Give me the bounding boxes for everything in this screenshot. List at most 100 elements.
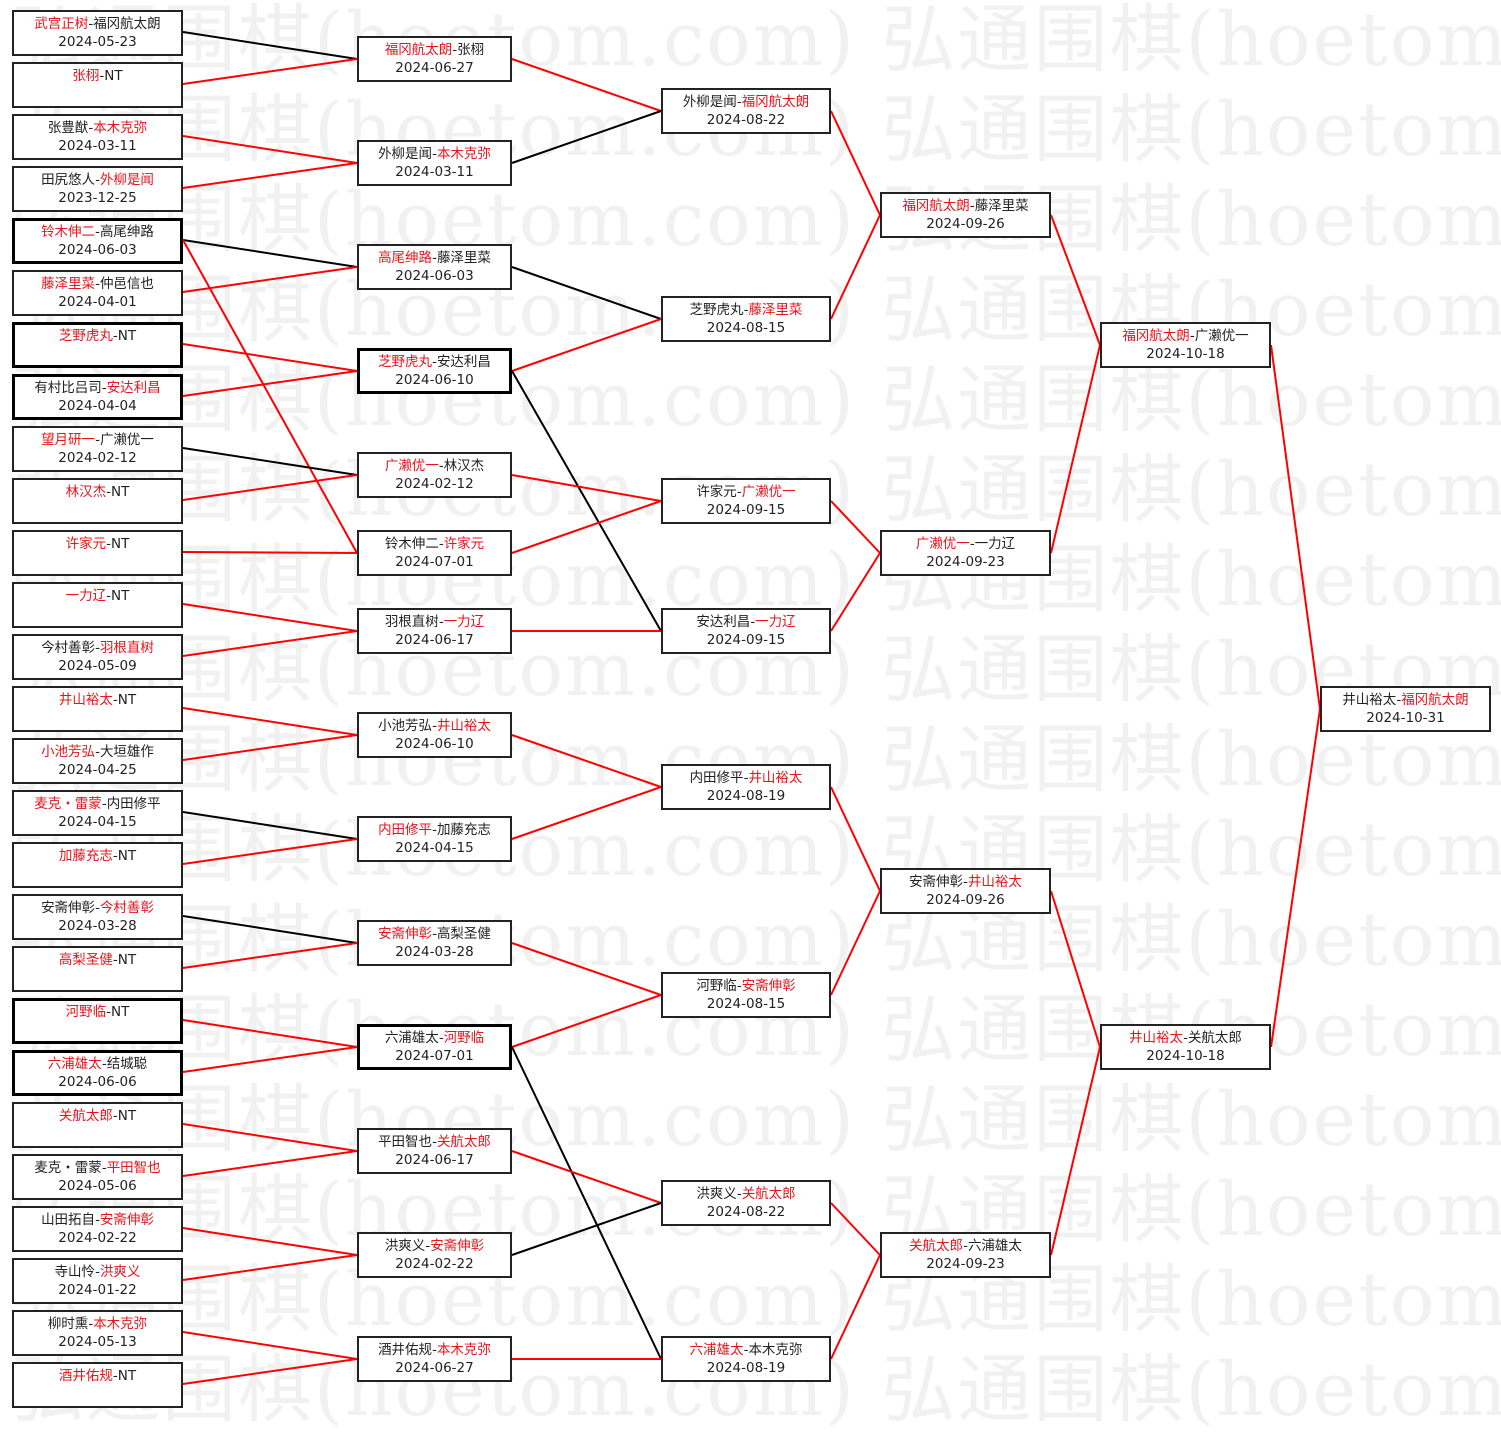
match-box[interactable]: 麦克・雷蒙-内田修平 2024-04-15 xyxy=(12,790,183,836)
match-box[interactable]: 安斋伸彰-高梨圣健 2024-03-28 xyxy=(357,920,512,966)
match-box[interactable]: 芝野虎丸-藤泽里菜 2024-08-15 xyxy=(661,296,831,342)
player-name-winner: 外柳是闻 xyxy=(99,172,154,188)
match-box[interactable]: 广濑优一-林汉杰 2024-02-12 xyxy=(357,452,512,498)
match-box[interactable]: 望月研一-广濑优一 2024-02-12 xyxy=(12,426,183,472)
match-box[interactable]: 张栩-NT xyxy=(12,62,183,108)
match-box[interactable]: 田尻悠人-外柳是闻 2023-12-25 xyxy=(12,166,183,212)
match-date: 2024-02-22 xyxy=(58,1230,137,1246)
separator: - xyxy=(101,796,107,812)
match-box[interactable]: 酒井佑规-NT xyxy=(12,1362,183,1408)
match-box[interactable]: 许家元-NT xyxy=(12,530,183,576)
match-box[interactable]: 小池芳弘-大垣雄作 2024-04-25 xyxy=(12,738,183,784)
player-name-winner: 望月研一 xyxy=(41,432,96,448)
match-box[interactable]: 洪爽义-安斋伸彰 2024-02-22 xyxy=(357,1232,512,1278)
player-name-winner: 高尾绅路 xyxy=(378,250,433,266)
match-box[interactable]: 平田智也-关航太郎 2024-06-17 xyxy=(357,1128,512,1174)
match-box[interactable]: 外柳是闻-福冈航太朗 2024-08-22 xyxy=(661,88,831,134)
match-box[interactable]: 福冈航太朗-广濑优一 2024-10-18 xyxy=(1100,322,1271,368)
bracket-link-red xyxy=(830,1254,881,1360)
player-name: 芝野虎丸 xyxy=(689,302,744,318)
player-name-winner: 河野临 xyxy=(443,1030,485,1046)
match-box[interactable]: 内田修平-加藤充志 2024-04-15 xyxy=(357,816,512,862)
match-box[interactable]: 芝野虎丸-安达利昌 2024-06-10 xyxy=(357,348,512,394)
match-box[interactable]: 山田拓自-安斋伸彰 2024-02-22 xyxy=(12,1206,183,1252)
match-players: 铃木伸二-许家元 xyxy=(359,535,510,553)
match-box[interactable]: 内田修平-井山裕太 2024-08-19 xyxy=(661,764,831,810)
match-box[interactable]: 藤泽里菜-仲邑信也 2024-04-01 xyxy=(12,270,183,316)
match-box[interactable]: 安斋伸彰-井山裕太 2024-09-26 xyxy=(880,868,1051,914)
match-box[interactable]: 有村比吕司-安达利昌 2024-04-04 xyxy=(12,374,183,420)
match-date: 2024-06-03 xyxy=(395,268,474,284)
bracket-link-red xyxy=(182,1150,358,1177)
match-box[interactable]: 安斋伸彰-今村善彰 2024-03-28 xyxy=(12,894,183,940)
separator: - xyxy=(736,978,742,994)
player-name: 今村善彰 xyxy=(41,640,96,656)
match-box[interactable]: 六浦雄太-本木克弥 2024-08-19 xyxy=(661,1336,831,1382)
match-box[interactable]: 一力辽-NT xyxy=(12,582,183,628)
match-box[interactable]: 芝野虎丸-NT xyxy=(12,322,183,368)
match-date: 2024-03-11 xyxy=(395,164,474,180)
player-name-winner: 安斋伸彰 xyxy=(430,1238,485,1254)
separator: - xyxy=(963,1238,968,1254)
separator: - xyxy=(452,42,458,58)
player-name: 藤泽里菜 xyxy=(436,250,491,266)
player-name-winner: 高梨圣健 xyxy=(58,952,113,968)
match-box[interactable]: 六浦雄太-河野临 2024-07-01 xyxy=(357,1024,512,1070)
player-name: 有村比吕司 xyxy=(34,380,102,396)
player-name-winner: 芝野虎丸 xyxy=(58,328,113,344)
match-box[interactable]: 小池芳弘-井山裕太 2024-06-10 xyxy=(357,712,512,758)
bracket-link-red xyxy=(511,474,662,502)
match-box[interactable]: 外柳是闻-本木克弥 2024-03-11 xyxy=(357,140,512,186)
match-date: 2024-10-18 xyxy=(1146,346,1225,362)
match-box[interactable]: 今村善彰-羽根直树 2024-05-09 xyxy=(12,634,183,680)
player-name: 外柳是闻 xyxy=(378,146,433,162)
match-box[interactable]: 洪爽义-关航太郎 2024-08-22 xyxy=(661,1180,831,1226)
match-box[interactable]: 安达利昌-一力辽 2024-09-15 xyxy=(661,608,831,654)
match-box[interactable]: 河野临-NT xyxy=(12,998,183,1044)
match-box[interactable]: 福冈航太朗-藤泽里菜 2024-09-26 xyxy=(880,192,1051,238)
match-box[interactable]: 铃木伸二-许家元 2024-07-01 xyxy=(357,530,512,576)
match-date: 2024-02-12 xyxy=(58,450,137,466)
bracket-link-red xyxy=(830,500,881,554)
match-date: 2024-05-23 xyxy=(58,34,137,50)
match-box[interactable]: 寺山怜-洪爽义 2024-01-22 xyxy=(12,1258,183,1304)
bracket-link-black xyxy=(182,447,358,476)
player-name: 福冈航太朗 xyxy=(93,16,161,32)
match-box[interactable]: 高梨圣健-NT xyxy=(12,946,183,992)
player-name-winner: 关航太郎 xyxy=(58,1108,113,1124)
match-players: 柳时熏-本木克弥 xyxy=(14,1315,181,1333)
match-box[interactable]: 河野临-安斋伸彰 2024-08-15 xyxy=(661,972,831,1018)
match-box[interactable]: 许家元-广濑优一 2024-09-15 xyxy=(661,478,831,524)
match-box[interactable]: 张豊猷-本木克弥 2024-03-11 xyxy=(12,114,183,160)
player-name: 铃木伸二 xyxy=(384,536,439,552)
player-name: 六浦雄太 xyxy=(967,1238,1022,1254)
match-box[interactable]: 麦克・雷蒙-平田智也 2024-05-06 xyxy=(12,1154,183,1200)
player-name-winner: 安斋伸彰 xyxy=(378,926,433,942)
match-box[interactable]: 关航太郎-NT xyxy=(12,1102,183,1148)
match-box[interactable]: 高尾绅路-藤泽里菜 2024-06-03 xyxy=(357,244,512,290)
match-box[interactable]: 关航太郎-六浦雄太 2024-09-23 xyxy=(880,1232,1051,1278)
match-box[interactable]: 六浦雄太-结城聪 2024-06-06 xyxy=(12,1050,183,1096)
match-box[interactable]: 酒井佑规-本木克弥 2024-06-27 xyxy=(357,1336,512,1382)
match-box[interactable]: 林汉杰-NT xyxy=(12,478,183,524)
match-box[interactable]: 福冈航太朗-张栩 2024-06-27 xyxy=(357,36,512,82)
bracket-link-red xyxy=(182,135,358,164)
match-box[interactable]: 武宫正树-福冈航太朗 2024-05-23 xyxy=(12,10,183,56)
match-box[interactable]: 井山裕太-关航太郎 2024-10-18 xyxy=(1100,1024,1271,1070)
player-name-winner: 麦克・雷蒙 xyxy=(34,796,102,812)
match-box[interactable]: 井山裕太-福冈航太朗 2024-10-31 xyxy=(1320,686,1491,732)
match-date: 2024-04-25 xyxy=(58,762,137,778)
bracket-link-black xyxy=(182,31,358,60)
player-name-winner: 一力辽 xyxy=(65,588,107,604)
match-box[interactable]: 羽根直树-一力辽 2024-06-17 xyxy=(357,608,512,654)
player-name: 内田修平 xyxy=(689,770,744,786)
separator: - xyxy=(101,1056,107,1072)
match-box[interactable]: 加藤充志-NT xyxy=(12,842,183,888)
match-box[interactable]: 井山裕太-NT xyxy=(12,686,183,732)
match-date: 2024-01-22 xyxy=(58,1282,137,1298)
match-box[interactable]: 广濑优一-一力辽 2024-09-23 xyxy=(880,530,1051,576)
match-box[interactable]: 铃木伸二-高尾绅路 2024-06-03 xyxy=(12,218,183,264)
bracket-link-red xyxy=(182,266,358,293)
match-box[interactable]: 柳时熏-本木克弥 2024-05-13 xyxy=(12,1310,183,1356)
